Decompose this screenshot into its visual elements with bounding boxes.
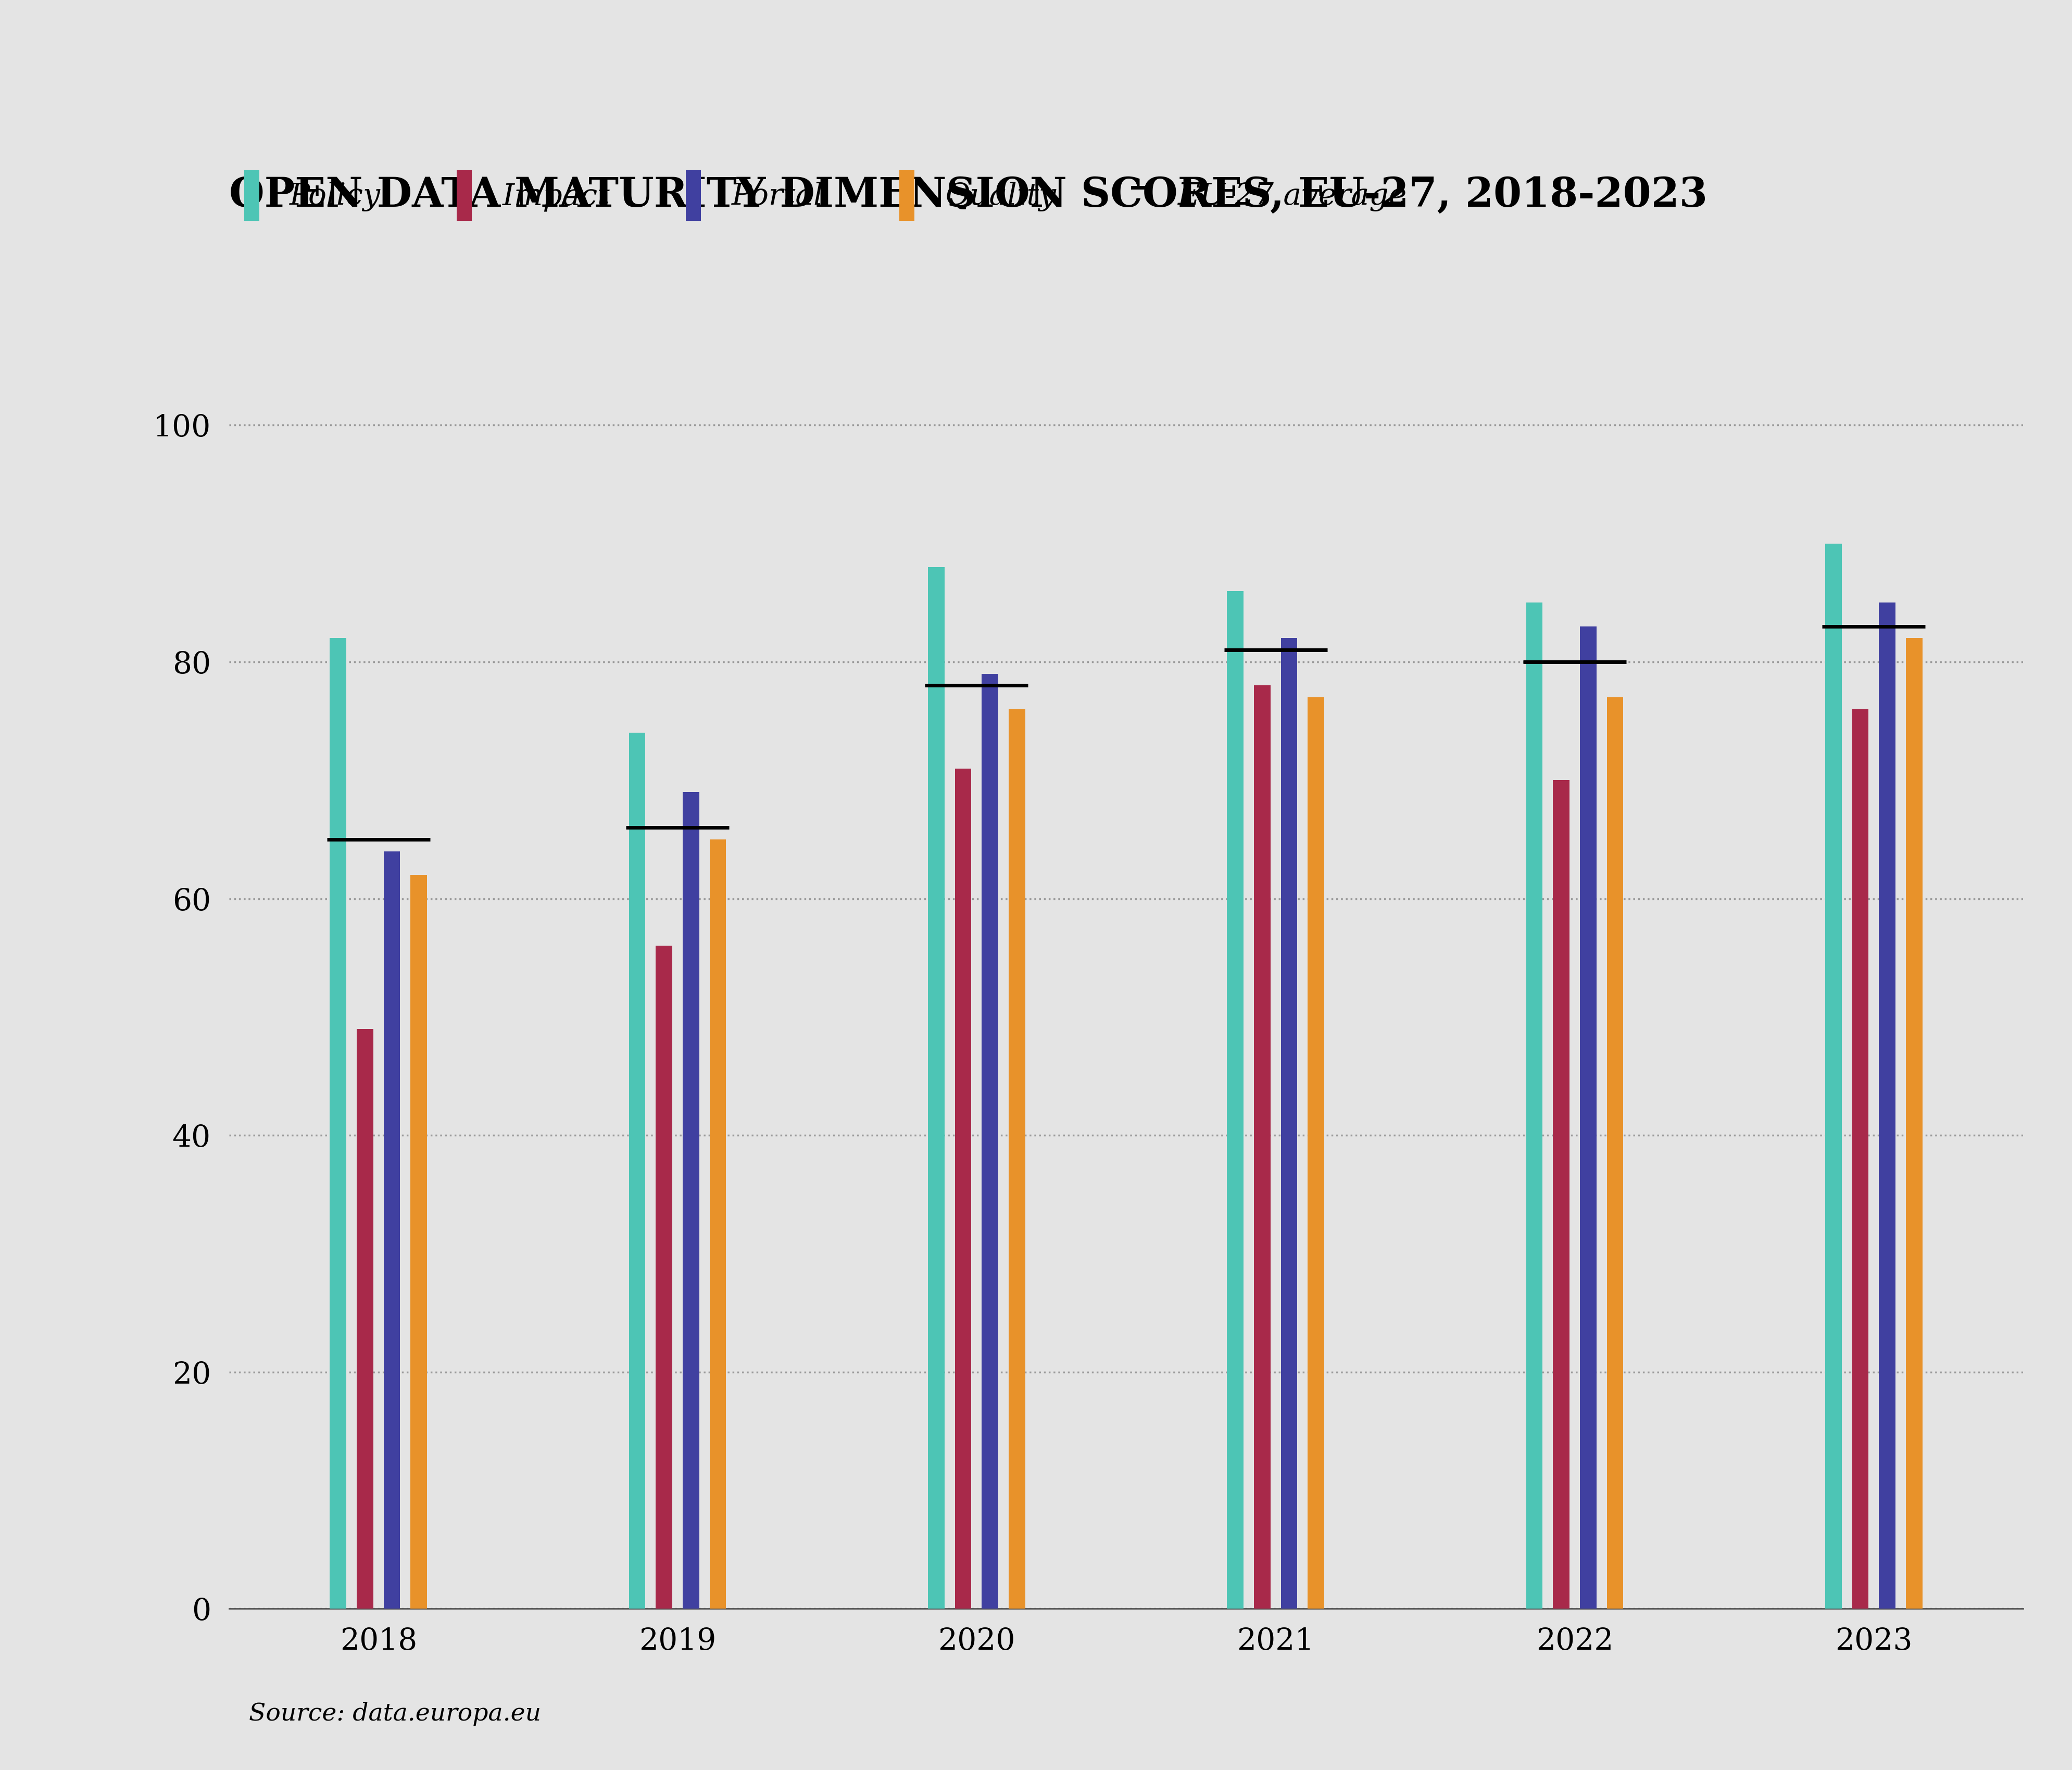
Bar <box>982 674 999 1609</box>
Bar <box>709 839 725 1609</box>
Bar <box>1879 602 1896 1609</box>
Text: Source: data.europa.eu: Source: data.europa.eu <box>249 1701 541 1726</box>
Legend: Policy, Impact, Portal, Quality, EU-27 average: Policy, Impact, Portal, Quality, EU-27 a… <box>244 170 1407 221</box>
Bar <box>1009 710 1026 1609</box>
Bar <box>1606 697 1622 1609</box>
Bar <box>1525 602 1542 1609</box>
Bar <box>628 733 644 1609</box>
Text: OPEN DATA MATURITY DIMENSION SCORES, EU-27, 2018-2023: OPEN DATA MATURITY DIMENSION SCORES, EU-… <box>228 175 1707 216</box>
Bar <box>682 791 698 1609</box>
Bar <box>410 874 427 1609</box>
Bar <box>1825 543 1842 1609</box>
Bar <box>383 851 400 1609</box>
Bar <box>1307 697 1324 1609</box>
Bar <box>356 1028 373 1609</box>
Bar <box>1280 639 1297 1609</box>
Bar <box>955 768 972 1609</box>
Bar <box>329 639 346 1609</box>
Bar <box>655 945 671 1609</box>
Bar <box>1579 627 1595 1609</box>
Bar <box>1552 781 1569 1609</box>
Bar <box>1852 710 1869 1609</box>
Bar <box>928 566 945 1609</box>
Bar <box>1254 685 1270 1609</box>
Bar <box>1906 639 1923 1609</box>
Bar <box>1227 591 1243 1609</box>
